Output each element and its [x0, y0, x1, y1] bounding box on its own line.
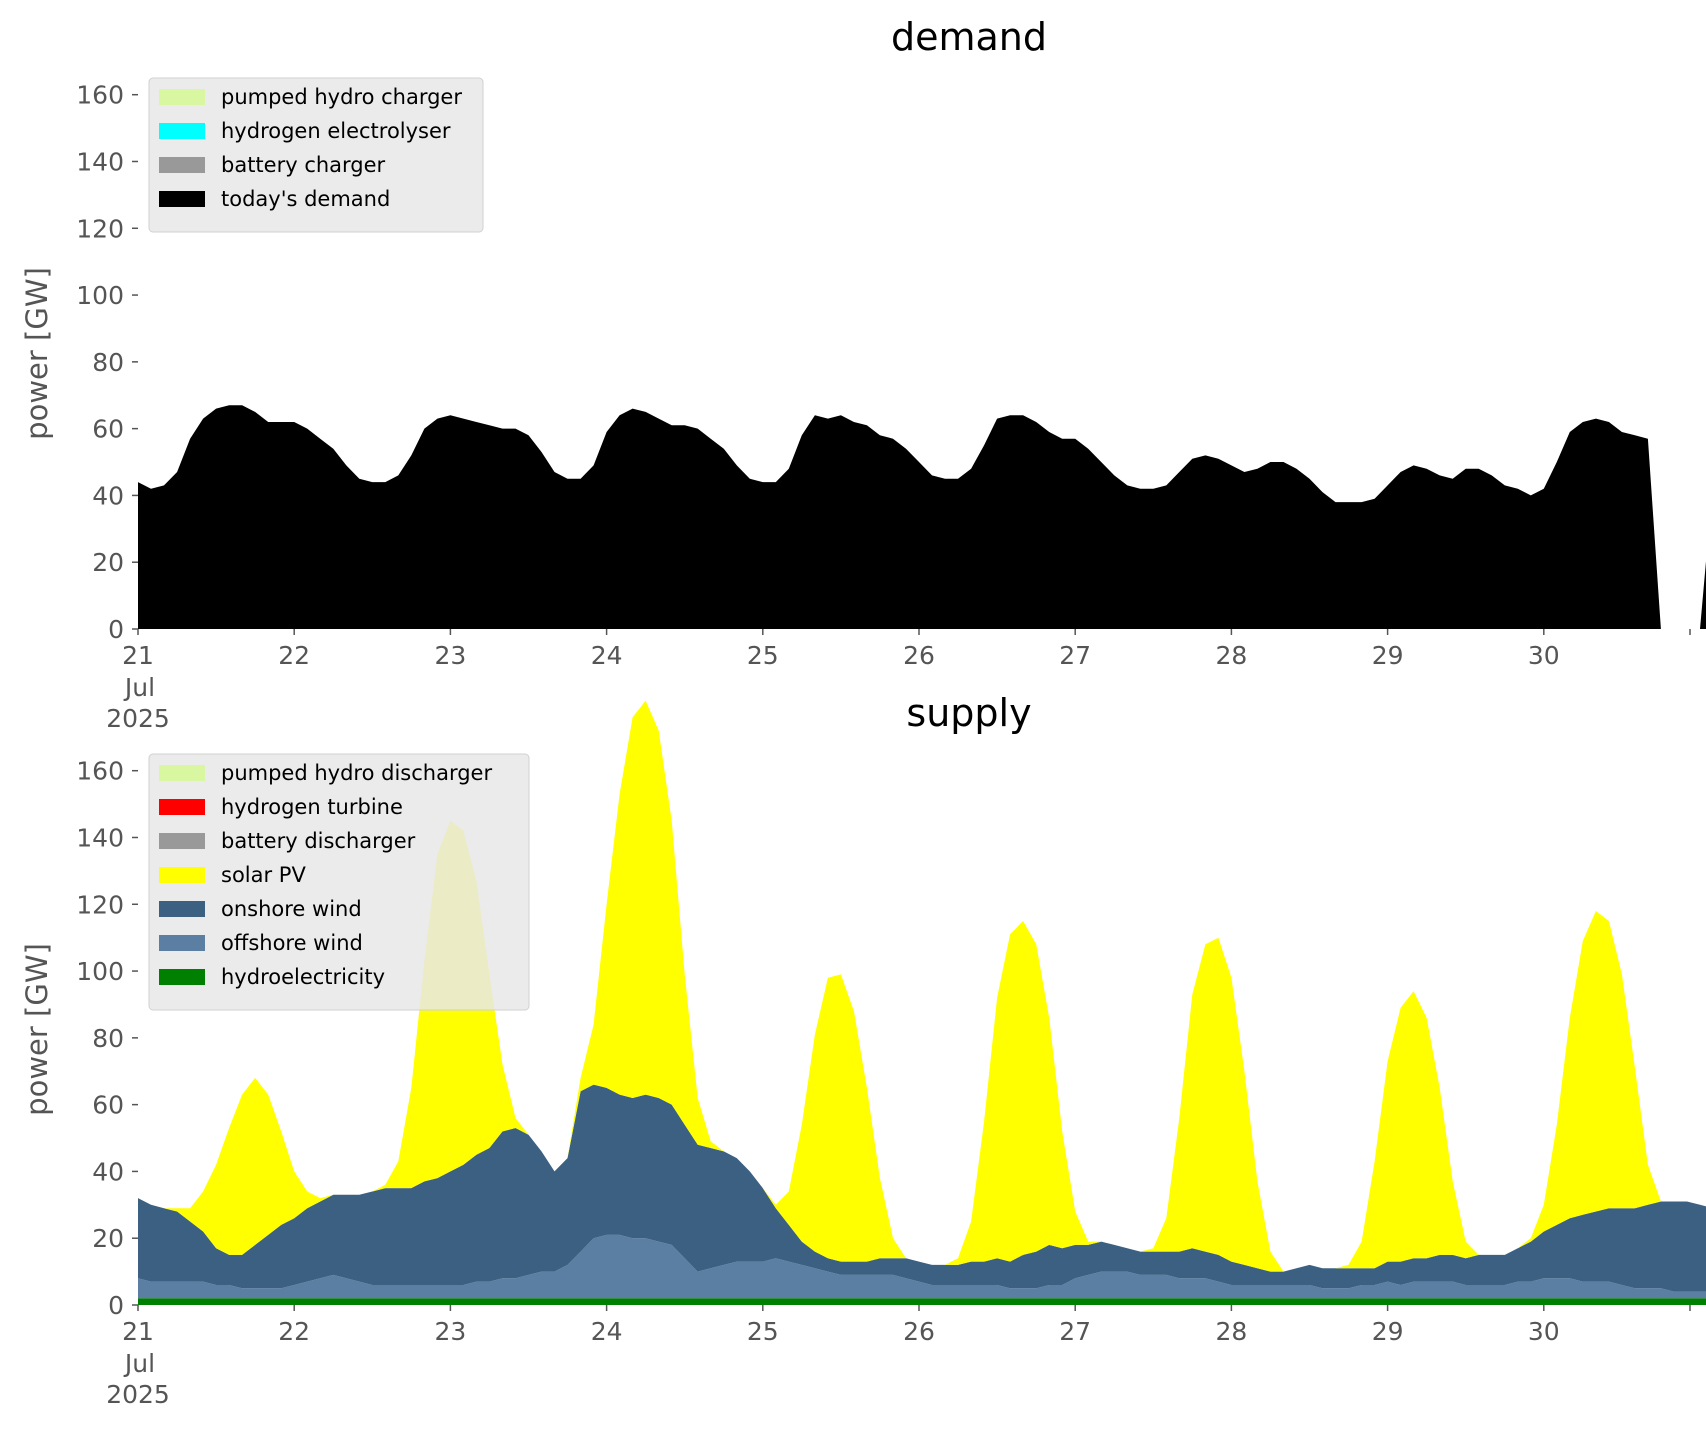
chart-title: demand [891, 15, 1047, 59]
y-tick-label: 160 [76, 81, 124, 110]
y-tick-label: 60 [92, 415, 124, 444]
legend-label: onshore wind [221, 897, 362, 921]
x-tick-label: 28 [1215, 641, 1247, 670]
legend-swatch [159, 833, 205, 849]
y-tick-label: 140 [76, 147, 124, 176]
legend-label: hydroelectricity [221, 965, 385, 989]
legend-swatch [159, 157, 205, 173]
y-tick-label: 120 [76, 890, 124, 919]
area-offshore-wind [138, 1234, 1706, 1299]
x-tick-label: 21 [122, 1317, 154, 1346]
x-tick-label: 26 [903, 1317, 935, 1346]
x-tick-label-extra: 2025 [106, 1380, 170, 1409]
legend-label: pumped hydro discharger [221, 761, 492, 785]
legend-swatch [159, 765, 205, 781]
legend-label: battery charger [221, 153, 386, 177]
area-hydroelectricity [138, 1298, 1706, 1305]
x-tick-label: 25 [747, 1317, 779, 1346]
legend-label: battery discharger [221, 829, 416, 853]
legend-swatch [159, 191, 205, 207]
x-tick-label: 23 [434, 641, 466, 670]
x-tick-label: 24 [591, 1317, 623, 1346]
legend-swatch [159, 969, 205, 985]
legend-swatch [159, 123, 205, 139]
x-tick-label-extra: 2025 [106, 704, 170, 733]
y-axis-label: power [GW] [20, 943, 54, 1116]
legend-swatch [159, 935, 205, 951]
legend-label: hydrogen electrolyser [221, 119, 451, 143]
y-tick-label: 120 [76, 214, 124, 243]
y-tick-label: 0 [108, 1291, 124, 1320]
x-tick-label: 25 [747, 641, 779, 670]
x-tick-label: 29 [1372, 1317, 1404, 1346]
x-tick-label-extra: Jul [123, 673, 155, 702]
legend-swatch [159, 799, 205, 815]
legend-swatch [159, 89, 205, 105]
x-tick-label: 26 [903, 641, 935, 670]
legend-swatch [159, 867, 205, 883]
y-tick-label: 40 [92, 481, 124, 510]
y-tick-label: 20 [92, 1224, 124, 1253]
y-tick-label: 100 [76, 281, 124, 310]
y-tick-label: 0 [108, 615, 124, 644]
y-tick-label: 100 [76, 957, 124, 986]
legend [148, 753, 530, 1011]
y-tick-label: 160 [76, 757, 124, 786]
y-tick-label: 80 [92, 348, 124, 377]
x-tick-label: 22 [278, 1317, 310, 1346]
x-tick-label: 28 [1215, 1317, 1247, 1346]
x-tick-label-extra: Jul [123, 1349, 155, 1378]
area-today-s-demand [138, 405, 1706, 629]
chart-title: supply [906, 691, 1031, 735]
x-tick-label: 30 [1528, 1317, 1560, 1346]
x-tick-label: 21 [122, 641, 154, 670]
legend [148, 77, 484, 233]
legend-label: today's demand [221, 187, 390, 211]
y-tick-label: 20 [92, 548, 124, 577]
legend-swatch [159, 901, 205, 917]
chart-panel-supply: supply power [GW] 0 20 40 60 80 100 120 140 160 21 2… [20, 691, 1706, 1409]
y-tick-label: 60 [92, 1091, 124, 1120]
y-tick-label: 140 [76, 823, 124, 852]
x-tick-label: 24 [591, 641, 623, 670]
y-tick-label: 80 [92, 1024, 124, 1053]
x-tick-label: 27 [1059, 1317, 1091, 1346]
x-tick-label: 23 [434, 1317, 466, 1346]
x-tick-label: 22 [278, 641, 310, 670]
area-onshore-wind [138, 1084, 1706, 1292]
y-axis-label: power [GW] [20, 267, 54, 440]
legend-label: hydrogen turbine [221, 795, 403, 819]
chart-panel-demand: demand power [GW] 0 20 40 60 80 100 120 140 160 21 2… [20, 15, 1706, 733]
x-tick-label: 27 [1059, 641, 1091, 670]
y-tick-label: 40 [92, 1157, 124, 1186]
legend-label: pumped hydro charger [221, 85, 462, 109]
x-tick-label: 29 [1372, 641, 1404, 670]
x-tick-label: 30 [1528, 641, 1560, 670]
legend-label: solar PV [221, 863, 306, 887]
legend-label: offshore wind [221, 931, 363, 955]
